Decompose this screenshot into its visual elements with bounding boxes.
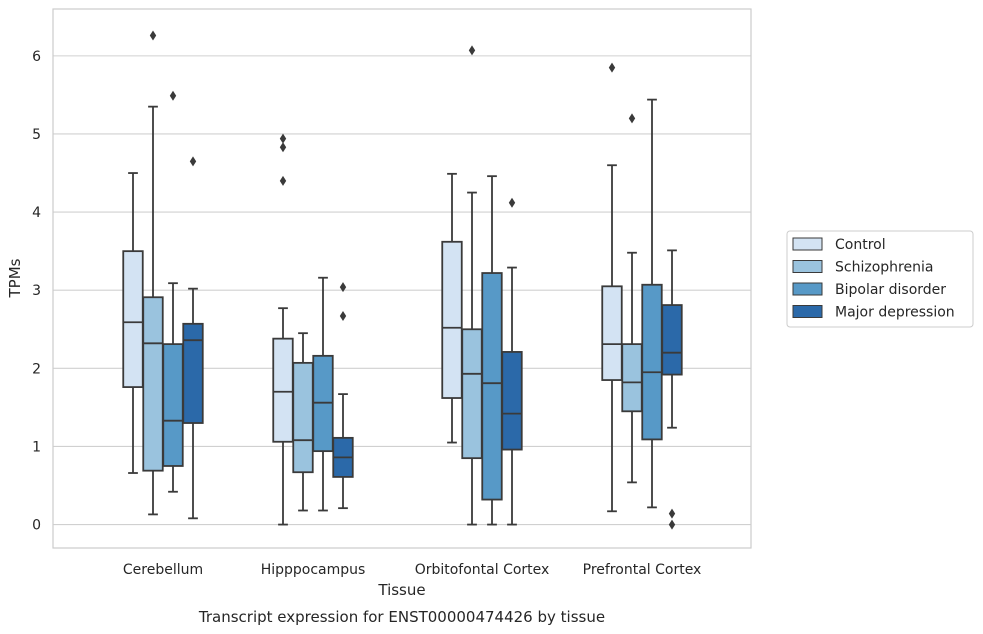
y-tick-label: 4: [32, 205, 41, 221]
y-tick-label: 6: [32, 49, 41, 65]
legend-label: Major depression: [835, 305, 955, 321]
box-1-0: [272, 133, 294, 526]
legend-swatch: [792, 305, 823, 318]
legend: Control Schizophrenia Bipolar disorder Majo…: [786, 230, 974, 328]
y-tick-label: 2: [32, 361, 41, 377]
y-axis-label: TPMs: [6, 258, 24, 298]
y-tick-label: 1: [32, 439, 41, 455]
box-body: [621, 343, 643, 413]
box-0-2: [162, 90, 184, 493]
x-tick-label: Orbitofontal Cortex: [415, 562, 550, 578]
plot-frame: [52, 8, 752, 549]
outlier-point: [149, 30, 157, 41]
box-0-1: [142, 30, 164, 516]
outlier-point: [468, 45, 476, 56]
x-axis-label: Tissue: [377, 581, 425, 599]
x-tick-label: Prefrontal Cortex: [583, 562, 702, 578]
outlier-point: [628, 113, 636, 124]
legend-swatch: [792, 260, 823, 273]
boxes: [122, 30, 683, 530]
box-body: [461, 328, 483, 460]
chart-caption: Transcript expression for ENST0000047442…: [198, 608, 605, 626]
legend-frame: [786, 230, 974, 328]
box-1-3: [332, 282, 354, 510]
box-body: [481, 272, 503, 501]
outlier-point: [339, 310, 347, 321]
box-body: [162, 343, 184, 467]
box-1-1: [292, 332, 314, 512]
x-tick-labels: Cerebellum Hipppocampus Orbitofontal Corte…: [123, 562, 701, 578]
box-2-1: [461, 45, 483, 526]
box-body: [641, 283, 663, 441]
box-0-3: [182, 156, 204, 520]
x-tick-label: Hipppocampus: [261, 562, 366, 578]
x-tick-label: Cerebellum: [123, 562, 203, 578]
y-tick-label: 5: [32, 127, 41, 143]
legend-label: Bipolar disorder: [835, 282, 946, 298]
box-body: [661, 304, 683, 376]
legend-swatch: [792, 237, 823, 251]
box-3-3: [661, 249, 683, 530]
outlier-point: [279, 133, 287, 144]
box-body: [122, 250, 144, 388]
y-tick-labels: 0 1 2 3 4 5 6: [32, 49, 41, 534]
y-tick-label: 0: [32, 518, 41, 534]
legend-swatch: [792, 282, 823, 296]
outlier-point: [668, 519, 676, 530]
box-body: [601, 285, 623, 381]
box-body: [272, 337, 294, 443]
box-2-3: [501, 197, 523, 526]
outlier-point: [279, 175, 287, 186]
box-body: [292, 361, 314, 474]
outlier-point: [279, 142, 287, 153]
outlier-point: [339, 282, 347, 293]
outlier-point: [508, 197, 516, 208]
box-2-0: [441, 172, 463, 444]
outlier-point: [169, 90, 177, 101]
box-0-0: [122, 172, 144, 474]
box-body: [501, 351, 523, 451]
outlier-point: [668, 508, 676, 519]
box-2-2: [481, 175, 503, 526]
legend-label: Schizophrenia: [835, 260, 933, 276]
box-3-0: [601, 62, 623, 513]
outlier-point: [189, 156, 197, 167]
box-1-2: [312, 276, 334, 512]
box-body: [182, 322, 204, 424]
y-tick-label: 3: [32, 283, 41, 299]
box-body: [142, 296, 164, 472]
legend-label: Control: [835, 237, 886, 253]
box-body: [441, 240, 463, 399]
outlier-point: [608, 62, 616, 73]
box-3-1: [621, 113, 643, 484]
